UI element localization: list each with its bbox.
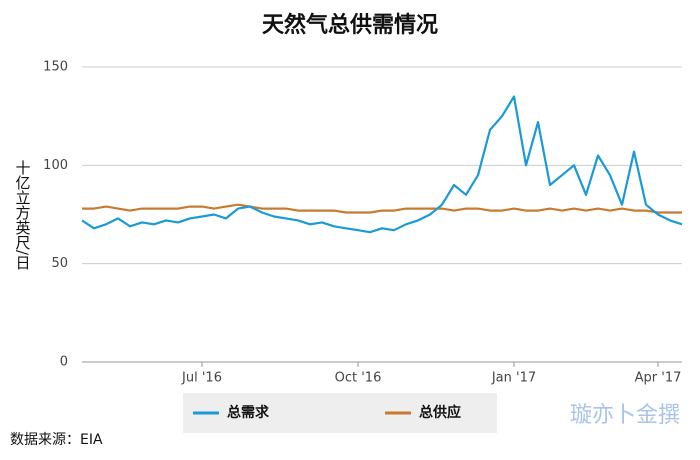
legend-label: 总需求 xyxy=(227,404,270,421)
line-series xyxy=(81,95,683,234)
y-tick-label: 0 xyxy=(60,355,68,370)
legend-label: 总供应 xyxy=(419,404,461,421)
x-tick-label: Jan '17 xyxy=(491,371,536,386)
chart-title: 天然气总供需情况 xyxy=(262,12,438,38)
y-tick-label: 50 xyxy=(51,256,68,271)
line-series xyxy=(82,203,682,214)
x-tick-label: Oct '16 xyxy=(335,371,382,386)
y-tick-label: 150 xyxy=(43,60,68,75)
source: 数据来源：EIA xyxy=(10,432,103,448)
x-tick-label: Apr '17 xyxy=(635,371,682,386)
x-tick-label: Jul '16 xyxy=(181,371,222,386)
watermark: 璇亦卜金撰 xyxy=(570,403,680,428)
legend-box xyxy=(183,393,497,433)
y-axis-label: 十亿立方英尺/日 xyxy=(14,160,32,270)
y-tick-label: 100 xyxy=(43,158,68,173)
